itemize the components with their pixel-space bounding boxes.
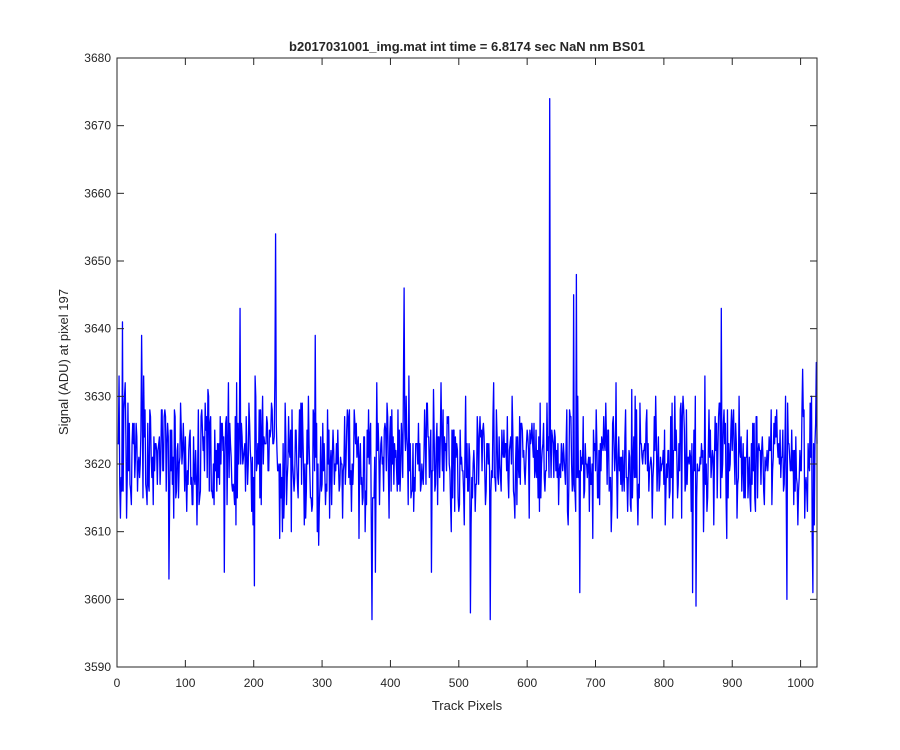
x-tick-label: 600 — [517, 676, 537, 690]
y-tick-label: 3610 — [84, 525, 111, 539]
x-tick-label: 300 — [312, 676, 332, 690]
y-tick-label: 3590 — [84, 660, 111, 674]
x-tick-label: 900 — [722, 676, 742, 690]
y-tick-label: 3660 — [84, 186, 111, 200]
x-tick-label: 100 — [175, 676, 195, 690]
plot-background — [117, 58, 817, 667]
chart-title: b2017031001_img.mat int time = 6.8174 se… — [289, 39, 645, 54]
x-tick-label: 400 — [380, 676, 400, 690]
y-tick-label: 3640 — [84, 322, 111, 336]
y-tick-label: 3650 — [84, 254, 111, 268]
y-tick-label: 3670 — [84, 119, 111, 133]
y-tick-label: 3620 — [84, 457, 111, 471]
x-tick-label: 800 — [654, 676, 674, 690]
y-tick-label: 3600 — [84, 592, 111, 606]
y-axis-title: Signal (ADU) at pixel 197 — [56, 289, 71, 435]
x-tick-label: 200 — [244, 676, 264, 690]
y-tick-label: 3630 — [84, 389, 111, 403]
x-tick-label: 0 — [114, 676, 121, 690]
y-tick-label: 3680 — [84, 51, 111, 65]
plot-area: 0 100 200 300 400 500 600 700 800 900 1000 3590 3600… — [84, 51, 818, 690]
x-tick-label: 1000 — [787, 676, 814, 690]
series-line — [117, 97, 818, 621]
x-axis-title: Track Pixels — [432, 698, 503, 713]
axes-frame — [116, 57, 818, 668]
x-tick-label: 700 — [586, 676, 606, 690]
x-tick-label: 500 — [449, 676, 469, 690]
